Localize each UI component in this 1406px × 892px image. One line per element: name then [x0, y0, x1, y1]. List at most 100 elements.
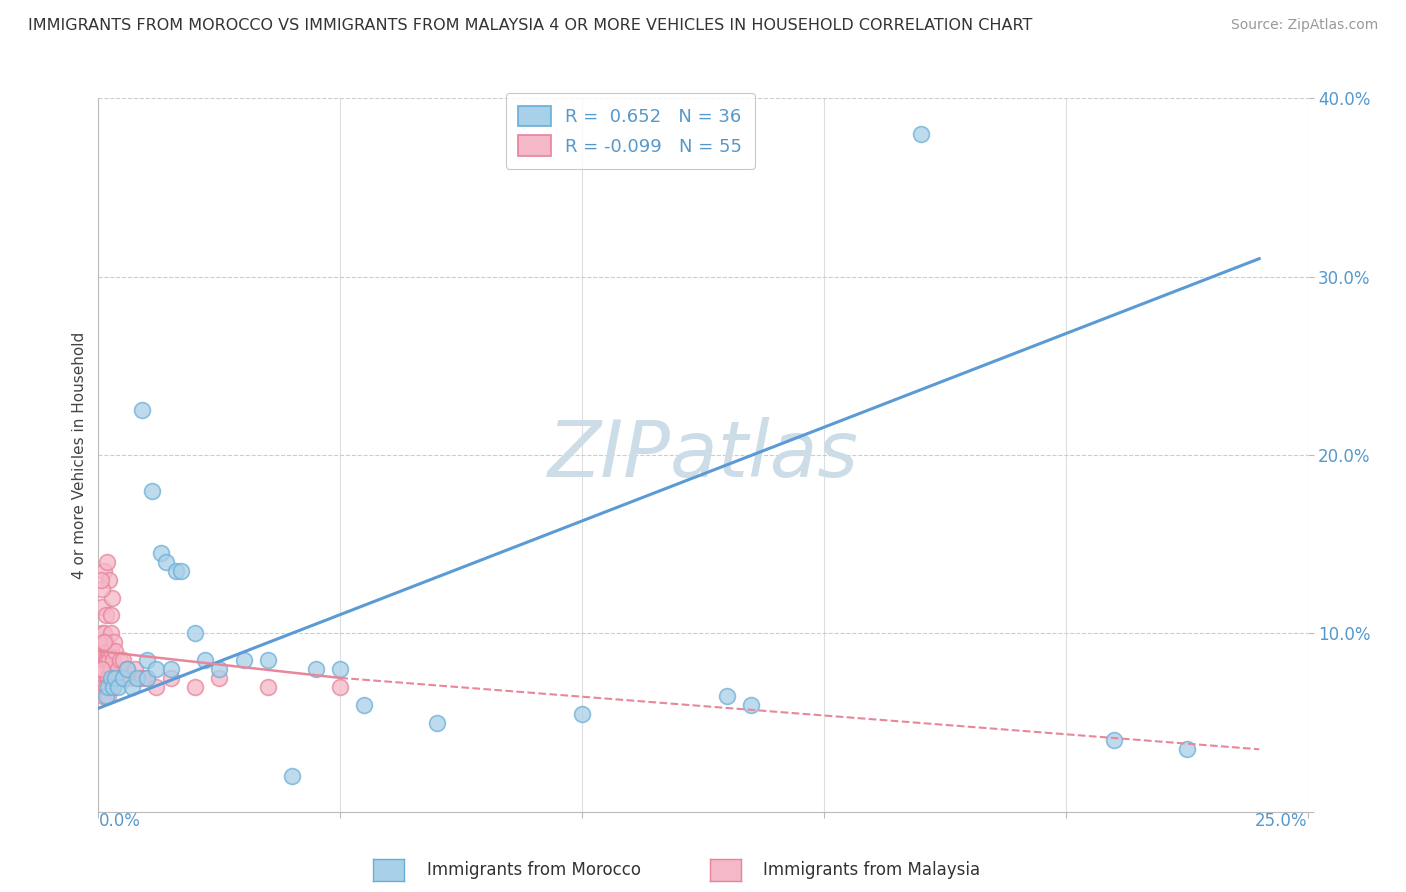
Point: [104, 671, 127, 685]
Point: [97, 671, 120, 685]
Point: [94, 608, 117, 623]
Point: [91, 680, 114, 694]
Point: [135, 653, 157, 667]
Point: [135, 671, 157, 685]
Text: 0.0%: 0.0%: [98, 813, 141, 830]
Point: [150, 546, 173, 560]
Point: [127, 671, 149, 685]
Point: [90, 671, 112, 685]
Point: [117, 662, 139, 676]
Point: [98, 573, 121, 587]
Text: ZIPatlas: ZIPatlas: [547, 417, 859, 493]
Point: [90, 662, 112, 676]
Point: [111, 671, 134, 685]
Point: [96, 555, 118, 569]
Point: [100, 671, 122, 685]
Point: [96, 653, 118, 667]
Point: [184, 680, 207, 694]
Point: [571, 706, 593, 721]
Point: [107, 680, 129, 694]
Point: [232, 653, 254, 667]
Point: [91, 635, 114, 649]
Point: [94, 653, 117, 667]
Point: [329, 680, 352, 694]
Point: [90, 573, 112, 587]
Text: Immigrants from Morocco: Immigrants from Morocco: [427, 861, 641, 879]
Point: [165, 564, 187, 578]
Point: [93, 564, 115, 578]
Point: [96, 671, 118, 685]
Point: [101, 680, 124, 694]
Point: [100, 662, 122, 676]
Point: [91, 582, 114, 596]
Point: [208, 671, 231, 685]
Y-axis label: 4 or more Vehicles in Household: 4 or more Vehicles in Household: [72, 331, 87, 579]
Point: [103, 635, 125, 649]
Point: [101, 680, 124, 694]
Point: [91, 689, 114, 703]
Point: [97, 644, 120, 658]
Point: [121, 680, 143, 694]
Text: Source: ZipAtlas.com: Source: ZipAtlas.com: [1230, 18, 1378, 32]
Text: Immigrants from Malaysia: Immigrants from Malaysia: [763, 861, 980, 879]
Point: [91, 599, 114, 614]
Point: [910, 127, 932, 141]
Point: [131, 671, 153, 685]
Point: [94, 680, 117, 694]
Point: [160, 662, 183, 676]
Point: [256, 653, 278, 667]
Point: [108, 653, 131, 667]
Point: [145, 680, 167, 694]
Point: [98, 653, 121, 667]
Point: [256, 680, 278, 694]
Point: [97, 680, 120, 694]
Point: [104, 671, 127, 685]
Point: [97, 689, 120, 703]
Point: [145, 662, 167, 676]
Point: [208, 662, 231, 676]
Point: [91, 653, 114, 667]
Point: [426, 715, 449, 730]
Point: [104, 644, 127, 658]
Point: [94, 635, 117, 649]
Point: [118, 671, 141, 685]
Point: [100, 608, 122, 623]
Point: [329, 662, 352, 676]
Point: [124, 662, 146, 676]
Point: [1175, 742, 1198, 756]
Point: [111, 671, 134, 685]
Point: [740, 698, 762, 712]
Point: [194, 653, 217, 667]
Point: [281, 769, 304, 783]
Point: [353, 698, 375, 712]
Point: [184, 626, 207, 640]
Text: 25.0%: 25.0%: [1256, 813, 1308, 830]
Point: [100, 626, 122, 640]
Point: [305, 662, 328, 676]
Point: [131, 403, 153, 417]
Point: [91, 662, 114, 676]
Text: IMMIGRANTS FROM MOROCCO VS IMMIGRANTS FROM MALAYSIA 4 OR MORE VEHICLES IN HOUSEH: IMMIGRANTS FROM MOROCCO VS IMMIGRANTS FR…: [28, 18, 1032, 33]
Point: [94, 689, 117, 703]
Point: [107, 662, 129, 676]
Legend: R =  0.652   N = 36, R = -0.099   N = 55: R = 0.652 N = 36, R = -0.099 N = 55: [506, 93, 755, 169]
Point: [716, 689, 738, 703]
Point: [107, 671, 129, 685]
Point: [93, 626, 115, 640]
Point: [135, 671, 157, 685]
Point: [101, 591, 124, 605]
Point: [91, 626, 114, 640]
Point: [160, 671, 183, 685]
Point: [91, 644, 114, 658]
Point: [105, 671, 128, 685]
Point: [155, 555, 177, 569]
Point: [114, 671, 136, 685]
Point: [101, 653, 124, 667]
Point: [93, 635, 115, 649]
Point: [169, 564, 191, 578]
Point: [117, 662, 139, 676]
Point: [1102, 733, 1125, 747]
Point: [111, 653, 134, 667]
Point: [141, 483, 163, 498]
Point: [100, 644, 122, 658]
